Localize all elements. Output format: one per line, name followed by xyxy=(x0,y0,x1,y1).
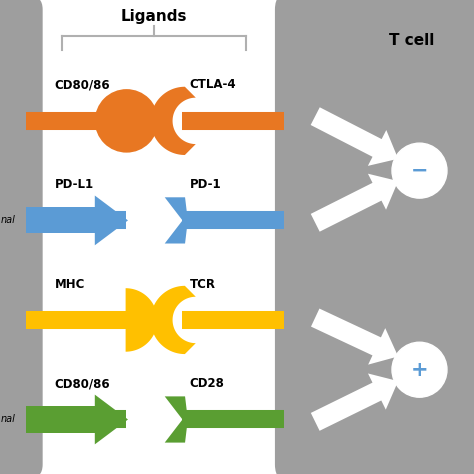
Text: CD80/86: CD80/86 xyxy=(55,79,110,91)
Text: nal: nal xyxy=(1,414,16,425)
Text: CD28: CD28 xyxy=(190,377,225,390)
Text: nal: nal xyxy=(1,215,16,226)
Circle shape xyxy=(95,89,158,153)
Text: PD-1: PD-1 xyxy=(190,178,221,191)
FancyBboxPatch shape xyxy=(275,0,474,474)
FancyArrow shape xyxy=(310,107,398,166)
Polygon shape xyxy=(151,87,196,155)
Polygon shape xyxy=(165,396,188,443)
Circle shape xyxy=(392,342,447,397)
Polygon shape xyxy=(126,288,157,352)
Bar xyxy=(26,207,95,233)
Text: MHC: MHC xyxy=(55,278,85,291)
Text: CD80/86: CD80/86 xyxy=(55,377,110,390)
Text: PD-L1: PD-L1 xyxy=(55,178,94,191)
Bar xyxy=(26,407,95,432)
Polygon shape xyxy=(151,286,196,354)
FancyArrow shape xyxy=(311,173,398,232)
Text: +: + xyxy=(410,360,428,380)
FancyArrow shape xyxy=(311,309,398,365)
Text: Ligands: Ligands xyxy=(121,9,187,24)
Text: T cell: T cell xyxy=(389,33,434,48)
Polygon shape xyxy=(95,394,128,445)
Text: −: − xyxy=(411,161,428,181)
Text: TCR: TCR xyxy=(190,278,216,291)
Polygon shape xyxy=(165,197,188,244)
Circle shape xyxy=(392,143,447,198)
FancyArrow shape xyxy=(311,374,398,431)
Polygon shape xyxy=(95,195,128,246)
Text: CTLA-4: CTLA-4 xyxy=(190,79,236,91)
FancyBboxPatch shape xyxy=(0,0,43,474)
